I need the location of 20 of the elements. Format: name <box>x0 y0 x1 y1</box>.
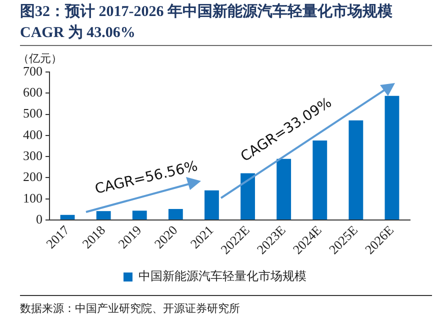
y-tick-label: 100 <box>23 190 42 206</box>
y-axis-title: （亿元） <box>18 52 62 65</box>
y-tick-label: 200 <box>23 169 42 184</box>
bar <box>240 173 255 220</box>
y-tick-label: 300 <box>23 148 42 163</box>
source-note: 数据来源：中国产业研究院、开源证券研究所 <box>20 301 240 316</box>
bar <box>96 211 111 220</box>
bar <box>60 214 75 220</box>
bar <box>276 158 292 220</box>
bar <box>168 208 183 220</box>
chart-title: 图32：预计 2017-2026 年中国新能源汽车轻量化市场规模 CAGR 为 43.06% <box>20 2 394 43</box>
y-tick-label: 0 <box>36 211 42 226</box>
y-tick-label: 700 <box>23 63 42 78</box>
legend-label: 中国新能源汽车轻量化市场规模 <box>138 269 306 284</box>
bar <box>132 210 147 220</box>
y-tick-label: 500 <box>23 106 42 121</box>
y-tick-label: 400 <box>23 126 42 142</box>
bar <box>204 190 219 220</box>
y-tick-label: 600 <box>23 84 42 100</box>
bar <box>348 120 364 220</box>
